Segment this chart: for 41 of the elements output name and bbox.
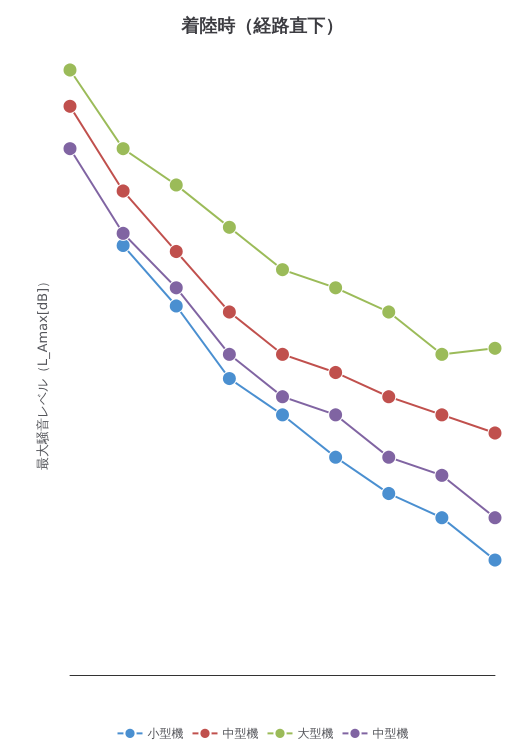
point xyxy=(275,389,290,404)
point xyxy=(381,389,396,404)
point xyxy=(488,340,502,356)
legend-label: 中型機 xyxy=(372,726,408,740)
y-axis-title: 最大騒音レベル（L_Amax[dB]） xyxy=(36,274,51,470)
legend-label: 大型機 xyxy=(298,726,334,740)
point xyxy=(488,552,502,568)
point xyxy=(168,244,184,259)
point xyxy=(381,450,396,465)
point xyxy=(116,238,131,253)
point xyxy=(434,407,450,422)
point xyxy=(222,220,237,235)
point xyxy=(328,280,344,296)
point xyxy=(62,62,78,78)
point xyxy=(275,346,290,362)
point xyxy=(381,304,396,320)
point xyxy=(222,304,237,320)
point xyxy=(328,450,344,465)
point xyxy=(168,298,184,314)
point xyxy=(434,468,450,483)
point xyxy=(168,177,184,192)
point xyxy=(434,346,450,362)
point xyxy=(222,346,237,362)
point xyxy=(488,510,502,526)
point xyxy=(62,141,78,156)
point xyxy=(116,184,131,198)
point xyxy=(488,426,502,440)
point xyxy=(168,280,184,296)
point xyxy=(116,226,131,241)
chart-title: 着陸時（経路直下） xyxy=(180,16,344,36)
point xyxy=(434,510,450,526)
point xyxy=(328,407,344,422)
point xyxy=(381,486,396,501)
point xyxy=(62,98,78,114)
legend-label: 小型機 xyxy=(148,726,184,740)
point xyxy=(328,365,344,380)
point xyxy=(116,141,131,156)
point xyxy=(222,371,237,386)
point xyxy=(275,262,290,278)
legend-label: 中型機 xyxy=(222,726,258,740)
point xyxy=(275,407,290,422)
